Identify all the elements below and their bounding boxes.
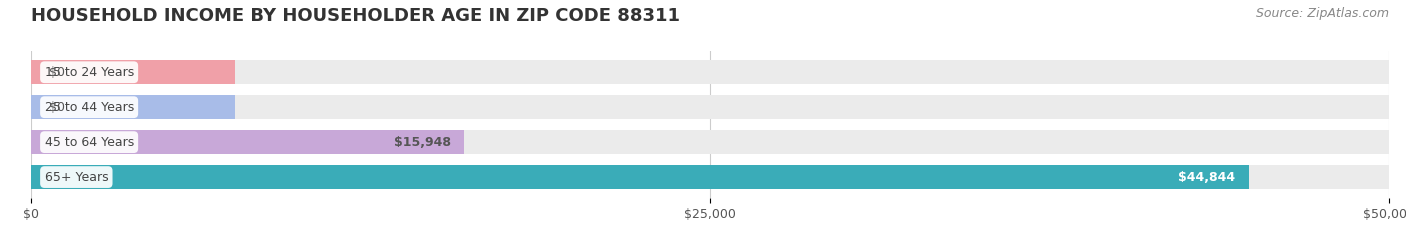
Text: 15 to 24 Years: 15 to 24 Years bbox=[45, 66, 134, 79]
Bar bbox=[31, 60, 1389, 84]
Text: $0: $0 bbox=[49, 66, 65, 79]
Bar bbox=[31, 165, 1389, 189]
Bar bbox=[31, 95, 1389, 119]
Text: $0: $0 bbox=[49, 101, 65, 114]
Text: HOUSEHOLD INCOME BY HOUSEHOLDER AGE IN ZIP CODE 88311: HOUSEHOLD INCOME BY HOUSEHOLDER AGE IN Z… bbox=[31, 7, 681, 25]
Bar bbox=[31, 95, 235, 119]
Bar bbox=[31, 130, 464, 154]
Text: $15,948: $15,948 bbox=[394, 136, 450, 149]
Bar bbox=[31, 165, 1249, 189]
Text: Source: ZipAtlas.com: Source: ZipAtlas.com bbox=[1256, 7, 1389, 20]
Text: 65+ Years: 65+ Years bbox=[45, 171, 108, 184]
Bar bbox=[31, 60, 235, 84]
Text: $44,844: $44,844 bbox=[1178, 171, 1236, 184]
Bar bbox=[31, 130, 1389, 154]
Text: 45 to 64 Years: 45 to 64 Years bbox=[45, 136, 134, 149]
Text: 25 to 44 Years: 25 to 44 Years bbox=[45, 101, 134, 114]
